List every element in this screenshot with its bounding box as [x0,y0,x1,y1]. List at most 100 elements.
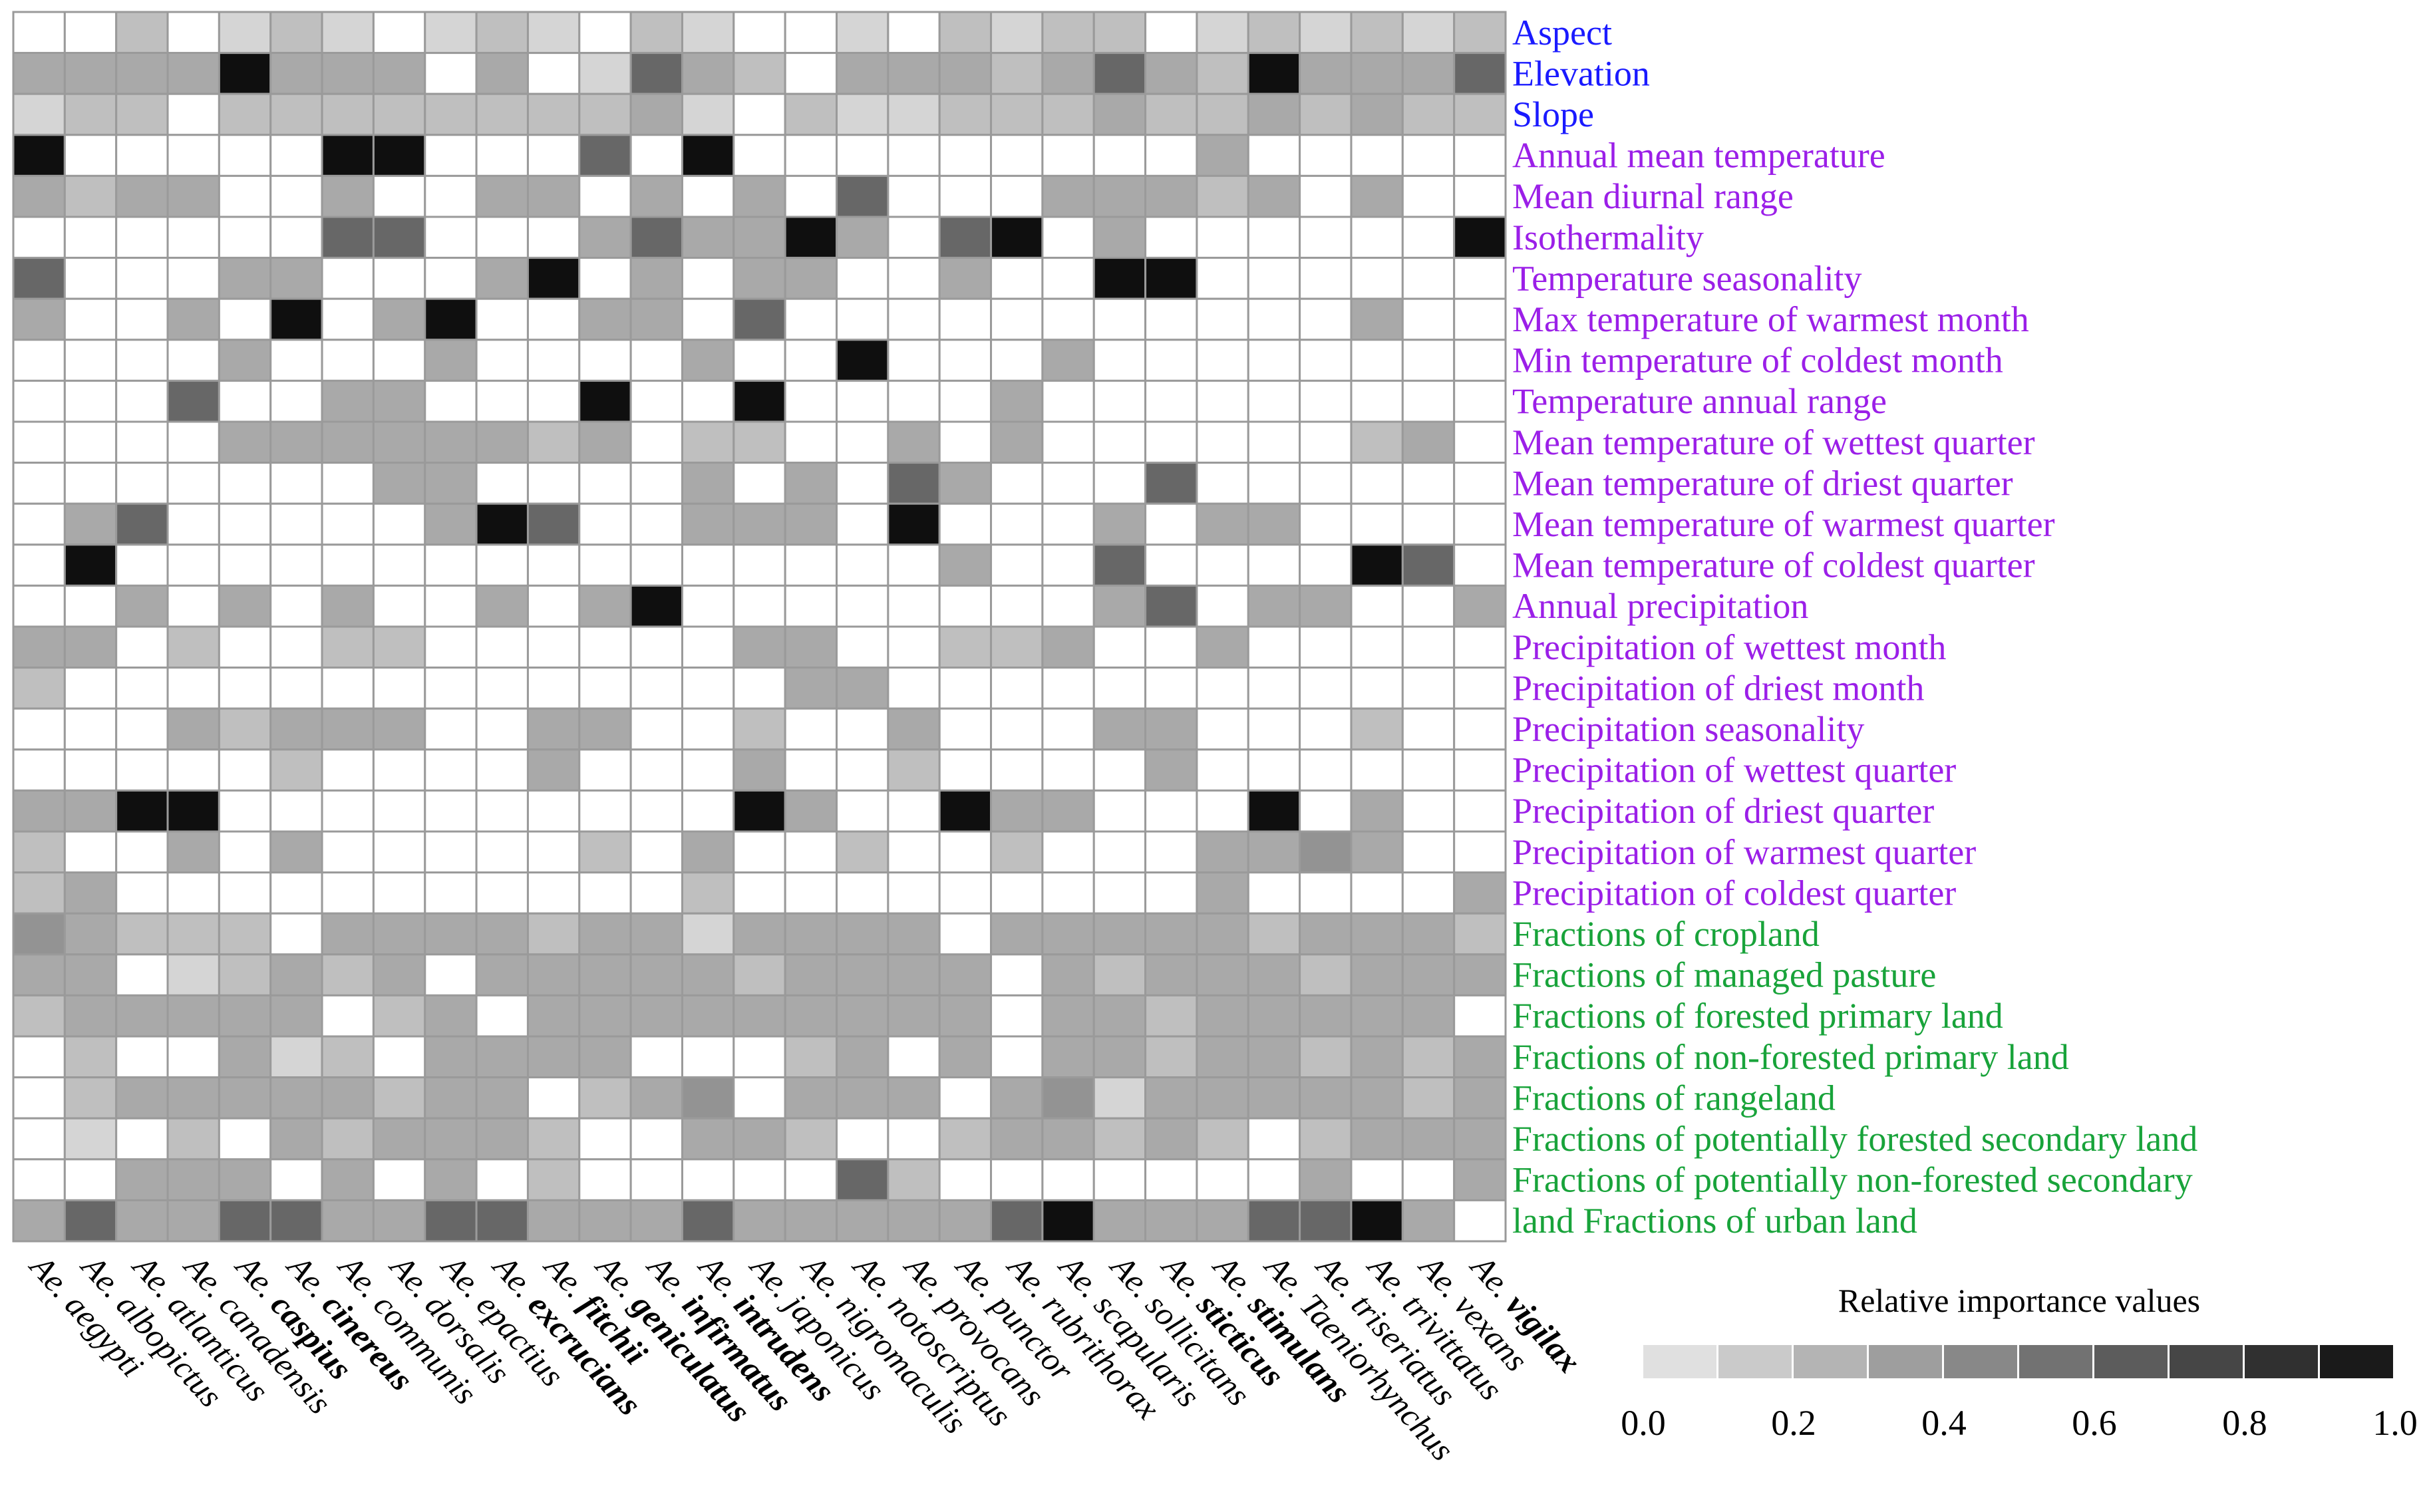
heatmap-cell [681,1076,735,1120]
heatmap-cell [1350,216,1404,259]
heatmap-cell [681,584,735,628]
heatmap-cell [372,1158,426,1201]
heatmap-cell [63,912,118,956]
heatmap-cell [1041,994,1095,1038]
heatmap-cell [1299,543,1353,587]
heatmap-cell [269,994,323,1038]
heatmap-cell [269,1199,323,1243]
heatmap-cell [1350,462,1404,505]
heatmap-cell [269,912,323,956]
heatmap-cell [475,297,529,341]
heatmap-cell [1453,216,1507,259]
heatmap-cell [784,748,838,792]
heatmap-cell [681,1035,735,1079]
heatmap-cell [475,420,529,464]
heatmap-cell [12,11,66,55]
legend-tick-label: 0.0 [1621,1403,1666,1443]
heatmap-cell [475,994,529,1038]
row-label: Isothermality [1512,218,1704,257]
heatmap-cell [1299,707,1353,751]
heatmap-cell [475,257,529,300]
heatmap-cell [269,707,323,751]
heatmap-cell [372,707,426,751]
row-label: Precipitation of wettest month [1512,627,1946,667]
heatmap-cell [1299,994,1353,1038]
heatmap-cell [115,1199,169,1243]
heatmap-cell [1144,584,1198,628]
heatmap-cell [681,871,735,915]
heatmap-cell [732,1035,786,1079]
heatmap-cell [372,871,426,915]
heatmap-cell [1092,1076,1147,1120]
heatmap-cell [1401,502,1456,546]
heatmap-cell [166,748,220,792]
heatmap-cell [321,257,375,300]
heatmap-cell [372,502,426,546]
heatmap-cell [732,462,786,505]
heatmap-cell [115,502,169,546]
heatmap-cell [1144,789,1198,833]
heatmap-cell [424,953,478,996]
heatmap-cell [1144,1076,1198,1120]
heatmap-cell [372,420,426,464]
heatmap-cell [1196,543,1249,587]
heatmap-cell [629,134,683,177]
heatmap-cell [166,339,220,382]
heatmap-cell [218,92,272,136]
heatmap-cell [321,912,375,956]
row-label: Fractions of non-forested primary land [1512,1037,2069,1077]
heatmap-cell [475,953,529,996]
heatmap-cell [1401,174,1456,218]
heatmap-cell [424,462,478,505]
heatmap-cell [424,1076,478,1120]
heatmap-cell [166,1199,220,1243]
heatmap-cell [1247,953,1301,996]
heatmap-cell [836,1076,890,1120]
heatmap-cell [1401,625,1456,669]
heatmap-cell [475,216,529,259]
heatmap-cell [1041,1035,1095,1079]
heatmap-cell [836,502,890,546]
heatmap-cell [475,11,529,55]
heatmap-cell [1453,871,1507,915]
heatmap-cell [681,1199,735,1243]
heatmap-cell [629,871,683,915]
heatmap-cell [1041,216,1095,259]
heatmap-cell [1041,1199,1095,1243]
heatmap-cell [321,92,375,136]
heatmap-cell [990,420,1044,464]
heatmap-cell [938,297,993,341]
heatmap-cell [12,748,66,792]
heatmap-cell [1350,92,1404,136]
heatmap-cell [1092,257,1147,300]
heatmap-cell [321,1076,375,1120]
heatmap-cell [166,953,220,996]
heatmap-cell [1144,339,1198,382]
heatmap-cell [115,420,169,464]
heatmap-cell [1041,502,1095,546]
heatmap-cell [63,953,118,996]
heatmap-cell [166,912,220,956]
heatmap-cell [1041,667,1095,710]
heatmap-cell [681,420,735,464]
heatmap-cell [115,1076,169,1120]
heatmap-cell [629,216,683,259]
heatmap-cell [1041,830,1095,874]
heatmap-cell [836,789,890,833]
heatmap-cell [1041,297,1095,341]
row-label: Elevation [1512,53,1650,93]
heatmap-cell [475,1035,529,1079]
heatmap-cell [372,11,426,55]
heatmap-cell [681,52,735,95]
heatmap-cell [1092,953,1147,996]
heatmap-cell [166,1117,220,1161]
heatmap-cell [578,871,632,915]
heatmap-cell [836,667,890,710]
row-label: Aspect [1512,13,1612,53]
heatmap-cell [1196,257,1249,300]
heatmap-cell [887,543,941,587]
heatmap-cell [1299,953,1353,996]
heatmap-cell [12,830,66,874]
heatmap-cell [1041,11,1095,55]
legend-swatch [1794,1345,1867,1378]
